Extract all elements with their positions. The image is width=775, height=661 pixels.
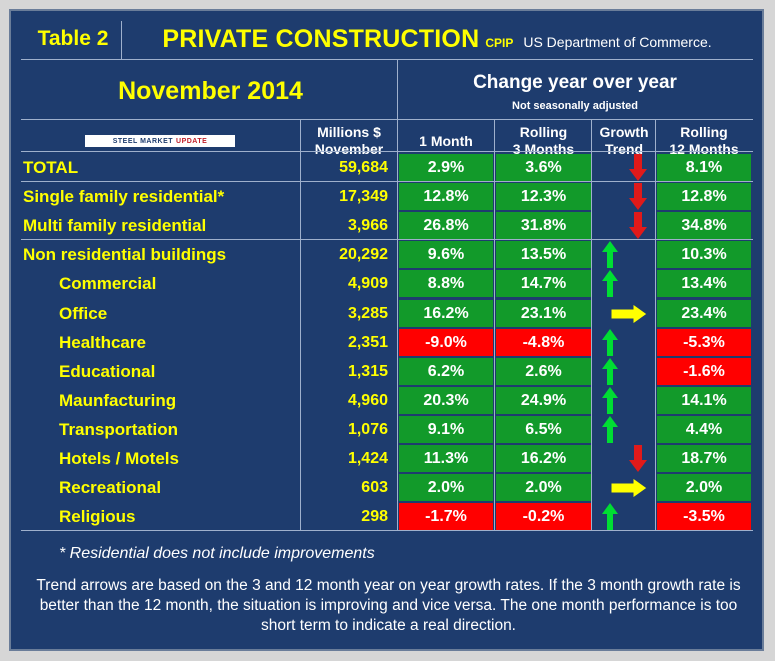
row-value: 298: [361, 507, 388, 525]
column-header-rolling-3: Rolling 3 Months: [512, 124, 575, 157]
row-value: 4,909: [347, 274, 388, 292]
row-1-month: 16.2%: [399, 300, 493, 327]
row-1-month: 11.3%: [399, 445, 493, 472]
row-name: Religious: [59, 506, 136, 526]
row-value: 2,351: [347, 333, 388, 351]
page-title: PRIVATE CONSTRUCTION: [162, 24, 480, 53]
row-name: Multi family residential: [23, 215, 207, 235]
row-name: Office: [59, 303, 108, 323]
row-1-month: 8.8%: [399, 270, 493, 297]
row-rolling-3: 6.5%: [496, 416, 591, 443]
row-rolling-12: -5.3%: [657, 329, 751, 356]
row-rolling-3: 3.6%: [496, 154, 591, 181]
row-1-month: 26.8%: [399, 212, 493, 239]
up-arrow-icon: [602, 270, 618, 297]
row-rolling-3: -4.8%: [496, 329, 591, 356]
row-value: 1,315: [347, 362, 388, 380]
row-name: Maunfacturing: [59, 390, 177, 410]
row-value: 20,292: [339, 245, 388, 263]
row-1-month: 9.1%: [399, 416, 493, 443]
row-rolling-12: 14.1%: [657, 387, 751, 414]
row-1-month: 9.6%: [399, 241, 493, 268]
row-rolling-12: 2.0%: [657, 474, 751, 501]
row-value: 1,424: [347, 449, 388, 467]
down-arrow-icon: [629, 212, 647, 239]
row-rolling-3: -0.2%: [496, 503, 591, 530]
row-name: Transportation: [59, 419, 179, 439]
trend-explanation: Trend arrows are based on the 3 and 12 m…: [36, 577, 741, 634]
title-bar: PRIVATE CONSTRUCTION CPIP US Department …: [123, 21, 751, 57]
source-label: US Department of Commerce.: [523, 34, 712, 50]
row-value: 59,684: [339, 158, 388, 176]
row-rolling-12: 4.4%: [657, 416, 751, 443]
row-1-month: 20.3%: [399, 387, 493, 414]
row-rolling-3: 31.8%: [496, 212, 591, 239]
row-1-month: 2.9%: [399, 154, 493, 181]
row-value: 603: [361, 478, 388, 496]
row-name: Educational: [59, 361, 156, 381]
table-frame: Table 2 PRIVATE CONSTRUCTION CPIP US Dep…: [9, 9, 764, 651]
row-value: 3,966: [347, 216, 388, 234]
row-name: Non residential buildings: [23, 244, 227, 264]
row-rolling-3: 13.5%: [496, 241, 591, 268]
row-rolling-12: 34.8%: [657, 212, 751, 239]
down-arrow-icon: [629, 154, 647, 181]
row-rolling-12: 18.7%: [657, 445, 751, 472]
right-arrow-icon: [611, 478, 647, 498]
footnote: * Residential does not include improveme…: [59, 545, 375, 562]
row-rolling-3: 16.2%: [496, 445, 591, 472]
row-name: Single family residential*: [23, 186, 225, 206]
row-name: Commercial: [59, 273, 157, 293]
row-rolling-12: -1.6%: [657, 358, 751, 385]
adjustment-note: Not seasonally adjusted: [512, 100, 638, 112]
column-header-1-month: 1 Month: [419, 132, 473, 149]
period-label: November 2014: [118, 76, 303, 105]
row-name: Recreational: [59, 477, 162, 497]
row-1-month: 12.8%: [399, 183, 493, 210]
change-title: Change year over year: [473, 72, 677, 93]
row-rolling-3: 12.3%: [496, 183, 591, 210]
steel-market-update-logo: STEEL MARKET UPDATE: [85, 135, 235, 147]
row-value: 3,285: [347, 304, 388, 322]
title-tag: CPIP: [485, 36, 514, 50]
up-arrow-icon: [602, 387, 618, 414]
row-1-month: -9.0%: [399, 329, 493, 356]
row-rolling-3: 23.1%: [496, 300, 591, 327]
down-arrow-icon: [629, 183, 647, 210]
up-arrow-icon: [602, 241, 618, 268]
row-name: Hotels / Motels: [59, 448, 179, 468]
up-arrow-icon: [602, 358, 618, 385]
up-arrow-icon: [602, 416, 618, 443]
row-1-month: 6.2%: [399, 358, 493, 385]
row-name: TOTAL: [23, 157, 79, 177]
row-rolling-3: 2.0%: [496, 474, 591, 501]
row-rolling-3: 2.6%: [496, 358, 591, 385]
down-arrow-icon: [629, 445, 647, 472]
row-value: 4,960: [347, 391, 388, 409]
row-rolling-12: 10.3%: [657, 241, 751, 268]
up-arrow-icon: [602, 503, 618, 530]
column-header-rolling-12: Rolling 12 Months: [669, 124, 739, 157]
table-label: Table 2: [37, 27, 109, 50]
row-rolling-12: -3.5%: [657, 503, 751, 530]
right-arrow-icon: [611, 304, 647, 324]
row-rolling-12: 12.8%: [657, 183, 751, 210]
row-value: 17,349: [339, 187, 388, 205]
up-arrow-icon: [602, 329, 618, 356]
row-value: 1,076: [347, 420, 388, 438]
row-rolling-12: 13.4%: [657, 270, 751, 297]
row-name: Healthcare: [59, 332, 146, 352]
row-rolling-3: 14.7%: [496, 270, 591, 297]
column-header-growth-trend: Growth Trend: [599, 124, 649, 157]
row-rolling-12: 8.1%: [657, 154, 751, 181]
row-rolling-3: 24.9%: [496, 387, 591, 414]
column-header-value: Millions $ November: [314, 124, 384, 157]
row-rolling-12: 23.4%: [657, 300, 751, 327]
row-1-month: -1.7%: [399, 503, 493, 530]
row-1-month: 2.0%: [399, 474, 493, 501]
